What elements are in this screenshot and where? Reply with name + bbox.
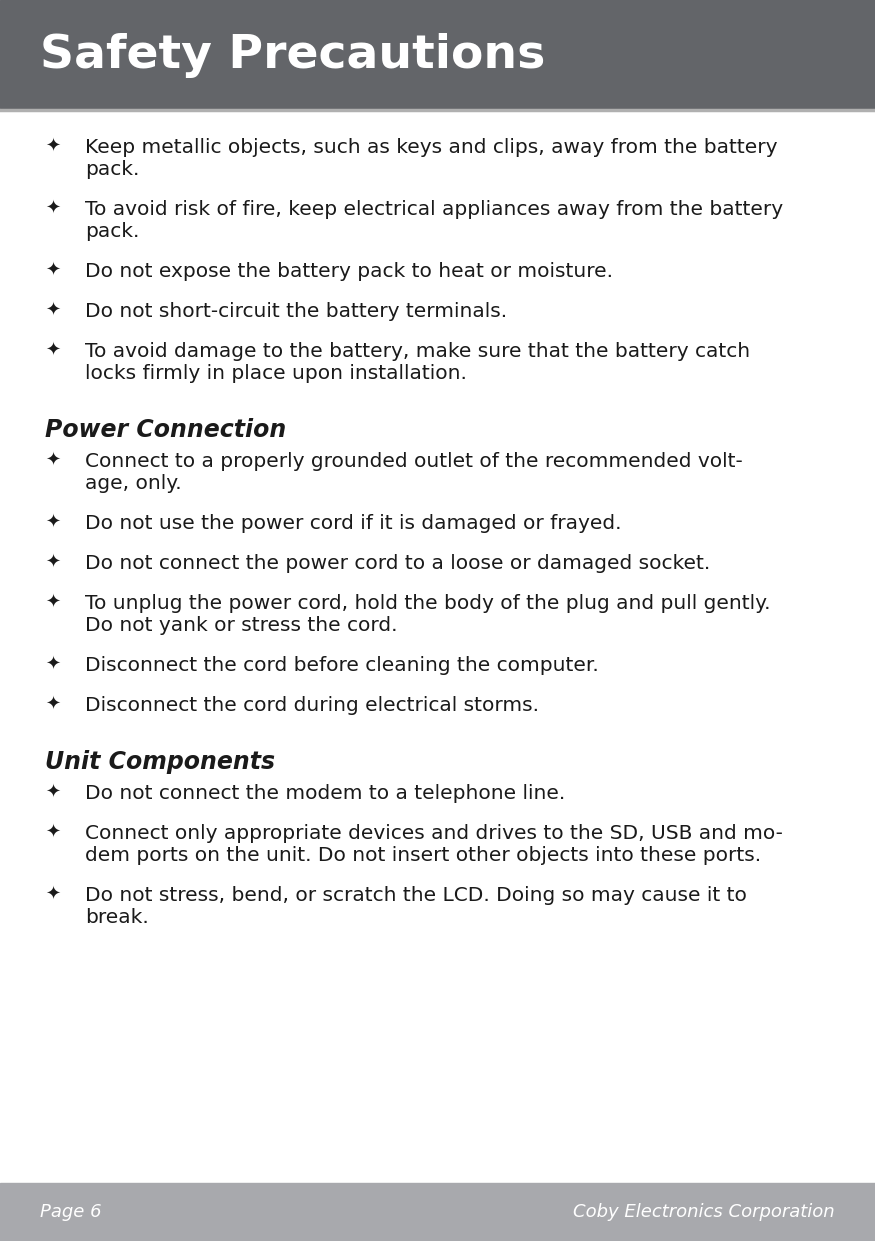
Text: To avoid risk of fire, keep electrical appliances away from the battery: To avoid risk of fire, keep electrical a… xyxy=(85,200,783,218)
Text: pack.: pack. xyxy=(85,222,139,241)
Text: ✦: ✦ xyxy=(45,656,60,674)
Text: locks firmly in place upon installation.: locks firmly in place upon installation. xyxy=(85,364,467,383)
Text: ✦: ✦ xyxy=(45,824,60,841)
Text: Do not connect the power cord to a loose or damaged socket.: Do not connect the power cord to a loose… xyxy=(85,553,711,573)
Text: ✦: ✦ xyxy=(45,302,60,320)
Text: Keep metallic objects, such as keys and clips, away from the battery: Keep metallic objects, such as keys and … xyxy=(85,138,778,158)
Text: ✦: ✦ xyxy=(45,784,60,802)
Text: ✦: ✦ xyxy=(45,594,60,612)
Text: Power Connection: Power Connection xyxy=(45,418,286,442)
Text: Connect only appropriate devices and drives to the SD, USB and mo-: Connect only appropriate devices and dri… xyxy=(85,824,783,843)
Text: Connect to a properly grounded outlet of the recommended volt-: Connect to a properly grounded outlet of… xyxy=(85,452,743,472)
Text: Disconnect the cord during electrical storms.: Disconnect the cord during electrical st… xyxy=(85,696,539,715)
Text: ✦: ✦ xyxy=(45,343,60,360)
Text: ✦: ✦ xyxy=(45,262,60,280)
Text: ✦: ✦ xyxy=(45,200,60,218)
Text: Do not yank or stress the cord.: Do not yank or stress the cord. xyxy=(85,616,397,635)
Text: ✦: ✦ xyxy=(45,886,60,903)
Text: Do not use the power cord if it is damaged or frayed.: Do not use the power cord if it is damag… xyxy=(85,514,621,532)
Text: ✦: ✦ xyxy=(45,138,60,156)
Text: Disconnect the cord before cleaning the computer.: Disconnect the cord before cleaning the … xyxy=(85,656,599,675)
Text: Do not expose the battery pack to heat or moisture.: Do not expose the battery pack to heat o… xyxy=(85,262,613,280)
Text: ✦: ✦ xyxy=(45,553,60,572)
Bar xyxy=(0,0,875,108)
Text: Unit Components: Unit Components xyxy=(45,750,275,774)
Text: Do not stress, bend, or scratch the LCD. Doing so may cause it to: Do not stress, bend, or scratch the LCD.… xyxy=(85,886,747,905)
Text: ✦: ✦ xyxy=(45,514,60,532)
Text: Coby Electronics Corporation: Coby Electronics Corporation xyxy=(573,1203,835,1221)
Text: ✦: ✦ xyxy=(45,696,60,714)
Text: dem ports on the unit. Do not insert other objects into these ports.: dem ports on the unit. Do not insert oth… xyxy=(85,846,761,865)
Text: ✦: ✦ xyxy=(45,452,60,470)
Text: To avoid damage to the battery, make sure that the battery catch: To avoid damage to the battery, make sur… xyxy=(85,343,750,361)
Text: Do not connect the modem to a telephone line.: Do not connect the modem to a telephone … xyxy=(85,784,565,803)
Text: To unplug the power cord, hold the body of the plug and pull gently.: To unplug the power cord, hold the body … xyxy=(85,594,771,613)
Text: Do not short-circuit the battery terminals.: Do not short-circuit the battery termina… xyxy=(85,302,508,321)
Text: age, only.: age, only. xyxy=(85,474,182,493)
Text: pack.: pack. xyxy=(85,160,139,179)
Text: break.: break. xyxy=(85,908,149,927)
Bar xyxy=(0,1183,875,1241)
Text: Safety Precautions: Safety Precautions xyxy=(40,34,545,78)
Text: Page 6: Page 6 xyxy=(40,1203,102,1221)
